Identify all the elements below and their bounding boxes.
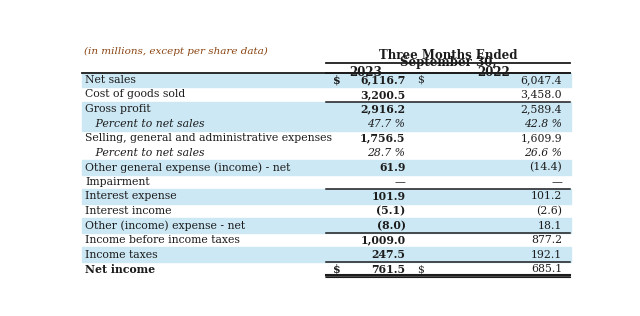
Text: Cost of goods sold: Cost of goods sold <box>85 89 186 100</box>
Text: 3,200.5: 3,200.5 <box>360 89 406 100</box>
Text: (2.6): (2.6) <box>536 206 562 216</box>
Text: —: — <box>551 177 562 187</box>
Text: 1,609.9: 1,609.9 <box>520 133 562 143</box>
Text: September 30,: September 30, <box>400 56 497 70</box>
Text: Other general expense (income) - net: Other general expense (income) - net <box>85 162 291 173</box>
Text: 26.6 %: 26.6 % <box>524 148 562 158</box>
Text: $: $ <box>417 75 424 85</box>
Text: (14.4): (14.4) <box>529 162 562 173</box>
Text: 42.8 %: 42.8 % <box>524 118 562 129</box>
Text: 247.5: 247.5 <box>371 249 406 260</box>
Bar <box>83 73 572 87</box>
Text: $: $ <box>333 74 340 85</box>
Text: Impairment: Impairment <box>85 177 150 187</box>
Text: 2022: 2022 <box>477 66 510 79</box>
Bar <box>83 102 572 116</box>
Text: 6,116.7: 6,116.7 <box>360 74 406 85</box>
Text: Selling, general and administrative expenses: Selling, general and administrative expe… <box>85 133 332 143</box>
Text: Income taxes: Income taxes <box>85 250 158 260</box>
Text: 18.1: 18.1 <box>538 221 562 231</box>
Text: Other (income) expense - net: Other (income) expense - net <box>85 220 246 231</box>
Text: —: — <box>395 177 406 187</box>
Text: 6,047.4: 6,047.4 <box>520 75 562 85</box>
Text: Gross profit: Gross profit <box>85 104 151 114</box>
Text: 192.1: 192.1 <box>531 250 562 260</box>
Text: 2,916.2: 2,916.2 <box>360 104 406 114</box>
Bar <box>83 160 572 175</box>
Bar <box>83 116 572 131</box>
Text: 101.2: 101.2 <box>531 191 562 202</box>
Text: Percent to net sales: Percent to net sales <box>85 148 205 158</box>
Text: 2023: 2023 <box>349 66 383 79</box>
Text: (8.0): (8.0) <box>376 220 406 231</box>
Text: Net sales: Net sales <box>85 75 136 85</box>
Text: 101.9: 101.9 <box>371 191 406 202</box>
Text: $: $ <box>333 264 340 275</box>
Text: 47.7 %: 47.7 % <box>367 118 406 129</box>
Text: Interest income: Interest income <box>85 206 172 216</box>
Bar <box>83 218 572 233</box>
Text: 1,756.5: 1,756.5 <box>360 133 406 144</box>
Text: Three Months Ended: Three Months Ended <box>379 49 517 62</box>
Text: 761.5: 761.5 <box>371 264 406 275</box>
Text: 685.1: 685.1 <box>531 264 562 274</box>
Text: (5.1): (5.1) <box>376 205 406 216</box>
Text: 3,458.0: 3,458.0 <box>520 89 562 100</box>
Text: $: $ <box>417 264 424 274</box>
Text: (in millions, except per share data): (in millions, except per share data) <box>84 47 268 56</box>
Text: 28.7 %: 28.7 % <box>367 148 406 158</box>
Text: 877.2: 877.2 <box>531 235 562 245</box>
Bar <box>83 189 572 204</box>
Text: Income before income taxes: Income before income taxes <box>85 235 240 245</box>
Text: Percent to net sales: Percent to net sales <box>85 118 205 129</box>
Text: 61.9: 61.9 <box>379 162 406 173</box>
Text: 1,009.0: 1,009.0 <box>360 235 406 246</box>
Text: 2,589.4: 2,589.4 <box>520 104 562 114</box>
Text: Interest expense: Interest expense <box>85 191 177 202</box>
Text: Net income: Net income <box>85 264 156 275</box>
Bar <box>83 247 572 262</box>
